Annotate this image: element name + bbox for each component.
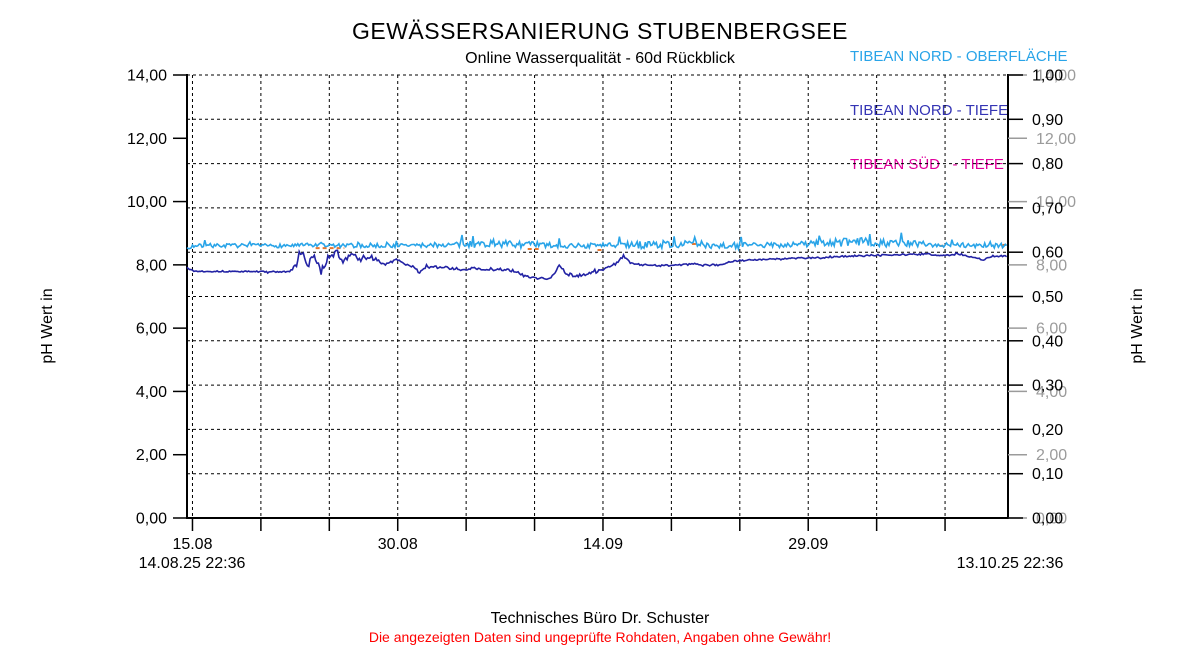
legend-label: TIBEAN NORD - OBERFLÄCHE (850, 48, 1068, 65)
page-subtitle: Online Wasserqualität - 60d Rückblick (465, 50, 735, 67)
svg-text:0,80: 0,80 (1032, 156, 1063, 173)
svg-text:0,30: 0,30 (1032, 378, 1063, 395)
gridlines (187, 74, 1008, 518)
page-title: GEWÄSSERSANIERUNG STUBENBERGSEE (351, 18, 849, 44)
x-axis-end-datetime: 13.10.25 22:36 (956, 555, 1064, 572)
svg-text:30.08: 30.08 (378, 536, 418, 553)
svg-text:0,40: 0,40 (1032, 333, 1063, 350)
svg-text:6,00: 6,00 (136, 321, 167, 338)
svg-text:2,00: 2,00 (1036, 447, 1067, 464)
svg-text:0,20: 0,20 (1032, 422, 1063, 439)
svg-text:0,70: 0,70 (1032, 200, 1063, 217)
svg-text:12,00: 12,00 (127, 131, 167, 148)
legend-label: TIBEAN SÜD - TIEFE (850, 156, 1004, 173)
x-axis: 15.08 30.08 14.09 29.09 (172, 518, 946, 553)
svg-text:0,10: 0,10 (1032, 466, 1063, 483)
series-tibean-nord-tiefe (186, 248, 1008, 281)
svg-text:0,00: 0,00 (1032, 511, 1063, 528)
svg-text:15.08: 15.08 (172, 536, 212, 553)
svg-text:14,00: 14,00 (127, 68, 167, 85)
svg-text:12,00: 12,00 (1036, 131, 1076, 148)
svg-text:6,00: 6,00 (1036, 321, 1067, 338)
footer-disclaimer: Die angezeigten Daten sind ungeprüfte Ro… (368, 629, 832, 645)
y-axis-left: 0,00 2,00 4,00 6,00 8,00 10,00 12,00 14,00 (127, 68, 187, 528)
svg-text:29.09: 29.09 (788, 536, 828, 553)
series-tibean-nord-oberfl-che (186, 232, 1008, 253)
svg-text:0,60: 0,60 (1032, 245, 1063, 262)
legend-label: TIBEAN NORD - TIEFE (850, 102, 1009, 119)
svg-text:14.09: 14.09 (583, 536, 623, 553)
svg-text:14,00: 14,00 (1036, 68, 1076, 85)
y-axis-right-gray: 0,00 2,00 4,00 6,00 8,00 10,00 12,00 14,00 (1008, 68, 1076, 528)
legend-item-nord-tiefe: TIBEAN NORD - TIEFE (850, 102, 1068, 120)
legend-item-nord-oberflaeche: TIBEAN NORD - OBERFLÄCHE (850, 48, 1068, 66)
svg-text:10,00: 10,00 (1036, 194, 1076, 211)
legend-item-sued-tiefe: TIBEAN SÜD - TIEFE (850, 156, 1068, 174)
svg-text:10,00: 10,00 (127, 194, 167, 211)
x-axis-start-datetime: 14.08.25 22:36 (138, 555, 246, 572)
svg-text:4,00: 4,00 (1036, 384, 1067, 401)
footer-company: Technisches Büro Dr. Schuster (490, 610, 710, 627)
svg-text:2,00: 2,00 (136, 447, 167, 464)
svg-text:1,00: 1,00 (1032, 68, 1063, 85)
svg-text:0,00: 0,00 (1036, 511, 1067, 528)
svg-text:8,00: 8,00 (1036, 257, 1067, 274)
svg-text:8,00: 8,00 (136, 257, 167, 274)
y-axis-right-black: 0,00 0,10 0,20 0,30 0,40 0,50 0,60 0,70 0,80 0,90… (1008, 68, 1063, 528)
legend: TIBEAN NORD - OBERFLÄCHE TIBEAN NORD - T… (850, 12, 1068, 210)
svg-text:4,00: 4,00 (136, 384, 167, 401)
svg-text:0,00: 0,00 (136, 511, 167, 528)
svg-text:0,90: 0,90 (1032, 112, 1063, 129)
svg-text:0,50: 0,50 (1032, 289, 1063, 306)
